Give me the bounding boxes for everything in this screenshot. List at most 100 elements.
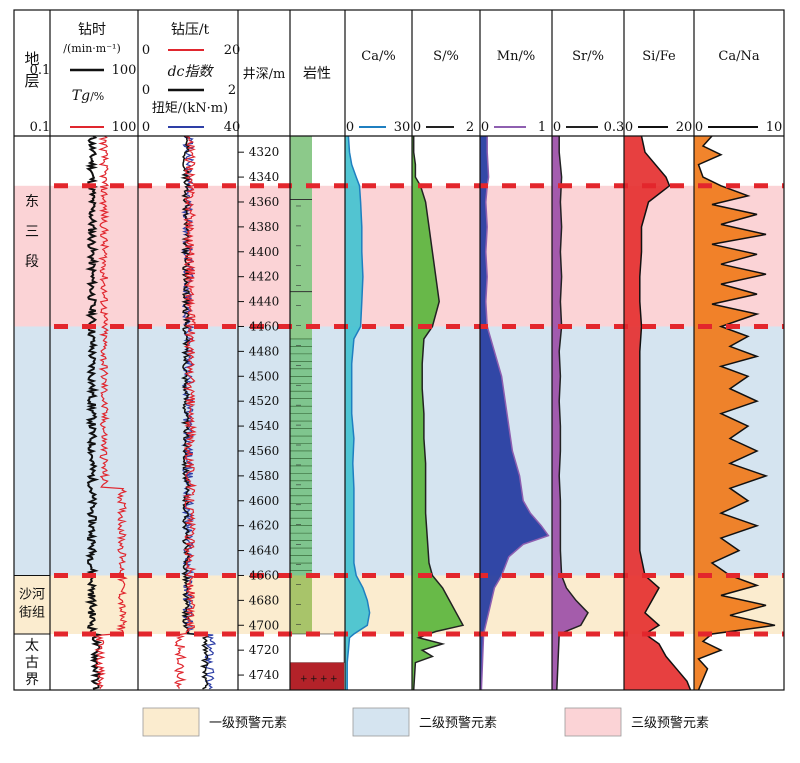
dc-max: 2: [228, 83, 236, 98]
depth-tick-label: 4600: [249, 494, 280, 508]
element-headers: Ca/%0 30S/%0 2Mn/%0 1Sr/%0 0.3Si/Fe0 20Ca/Na0…: [346, 49, 782, 135]
element-curve-3: [556, 136, 589, 690]
rop-max: 100: [112, 63, 137, 78]
element-fill-4: [624, 136, 691, 690]
element-min: 0: [695, 120, 703, 135]
element-name: Ca/Na: [718, 49, 759, 64]
wob-max: 20: [224, 43, 241, 58]
rop-min: 0.1: [30, 63, 51, 78]
dc-name: dc指数: [168, 64, 215, 80]
legend-swatch-2: [352, 707, 410, 737]
depth-tick-label: 4700: [249, 618, 280, 632]
lithology-cross: +: [310, 674, 318, 684]
element-fill-5: [694, 136, 775, 690]
element-max: 20: [676, 120, 693, 135]
element-name: Ca/%: [361, 49, 395, 64]
wob-curve: [173, 136, 198, 689]
zone-band-1: [14, 575, 784, 634]
stratum-label: 太: [25, 638, 39, 654]
dc-curve: [180, 136, 210, 690]
legend-label-3: 三级预警元素: [631, 715, 709, 731]
drilling-curves: [84, 136, 217, 690]
legend-label-1: 一级预警元素: [209, 715, 287, 731]
legend-swatch-1: [142, 707, 200, 737]
rop-unit: /(min·m⁻¹): [63, 42, 120, 55]
element-name: Si/Fe: [642, 49, 676, 64]
depth-tick-label: 4640: [249, 544, 280, 558]
stratum-header: 地层: [24, 50, 39, 90]
depth-tick-label: 4620: [249, 519, 280, 533]
depth-tick-label: 4380: [249, 220, 280, 234]
depth-axis: 4320 4340 4360 4380 4400 4420 4440 4460 4480 4500…: [238, 145, 279, 682]
depth-header: 井深/m: [243, 67, 286, 82]
depth-tick-label: 4560: [249, 444, 280, 458]
track-frames: [13, 9, 785, 691]
element-curve-0: [346, 136, 371, 690]
zone-band-3: [14, 185, 784, 327]
depth-tick-label: 4360: [249, 195, 280, 209]
zone-band-2: [14, 326, 784, 576]
element-max: 10: [766, 120, 783, 135]
outer-frame: [13, 9, 785, 691]
legend: 一级预警元素 二级预警元素 三级预警元素: [142, 707, 709, 737]
element-min: 0: [413, 120, 421, 135]
depth-tick-label: 4340: [249, 170, 280, 184]
element-min: 0: [625, 120, 633, 135]
tg-name: Tg/%: [72, 88, 104, 104]
lithology-header: 岩性: [303, 66, 331, 82]
torque-min: 0: [142, 120, 150, 135]
stratum-label: 界: [25, 672, 39, 688]
stratum-label: 段: [25, 254, 39, 270]
lithology-shale: [290, 338, 312, 576]
tg-min: 0.1: [30, 120, 51, 135]
element-max: 2: [466, 120, 474, 135]
tg-max: 100: [112, 120, 137, 135]
wob-min: 0: [142, 43, 150, 58]
depth-tick-label: 4580: [249, 469, 280, 483]
stratum-label: 沙河: [19, 588, 45, 603]
legend-swatch-3: [564, 707, 622, 737]
element-min: 0: [481, 120, 489, 135]
stratum-label: 古: [25, 655, 39, 671]
lithology-sandstone: [290, 575, 312, 634]
tg-curve: [94, 136, 128, 690]
stratum-label: 三: [25, 224, 39, 240]
lithology-column: + + + +: [289, 136, 345, 690]
element-max: 1: [538, 120, 546, 135]
element-name: Mn/%: [497, 49, 535, 64]
element-max: 30: [394, 120, 411, 135]
element-name: Sr/%: [572, 49, 604, 64]
element-curve-5: [697, 136, 776, 690]
rop-name: 钻时: [78, 22, 106, 38]
depth-tick-label: 4500: [249, 369, 280, 383]
element-curves: [345, 136, 776, 690]
depth-tick-label: 4520: [249, 394, 280, 408]
depth-tick-label: 4420: [249, 270, 280, 284]
stratum-label: 街组: [19, 606, 45, 621]
stratum-label: 东: [25, 194, 39, 210]
lithology-cross: +: [300, 674, 308, 684]
element-min: 0: [553, 120, 561, 135]
element-curve-2: [480, 136, 550, 690]
depth-tick-label: 4720: [249, 643, 280, 657]
element-min: 0: [346, 120, 354, 135]
rop-curve: [84, 136, 103, 690]
depth-tick-label: 4440: [249, 295, 280, 309]
element-fill-2: [480, 136, 549, 690]
dc-min: 0: [142, 83, 150, 98]
element-name: S/%: [433, 49, 459, 64]
lithology-cross: +: [320, 674, 328, 684]
depth-tick-label: 4480: [249, 344, 280, 358]
lithology-cross: +: [330, 674, 338, 684]
depth-tick-label: 4400: [249, 245, 280, 259]
depth-tick-label: 4320: [249, 145, 280, 159]
depth-tick-label: 4660: [249, 568, 280, 582]
depth-tick-label: 4740: [249, 668, 280, 682]
torque-max: 40: [224, 120, 241, 135]
zone-boundaries: [54, 183, 784, 637]
torque-name: 扭矩/(kN·m): [152, 101, 228, 116]
wob-name: 钻压/t: [171, 22, 210, 38]
depth-tick-label: 4540: [249, 419, 280, 433]
